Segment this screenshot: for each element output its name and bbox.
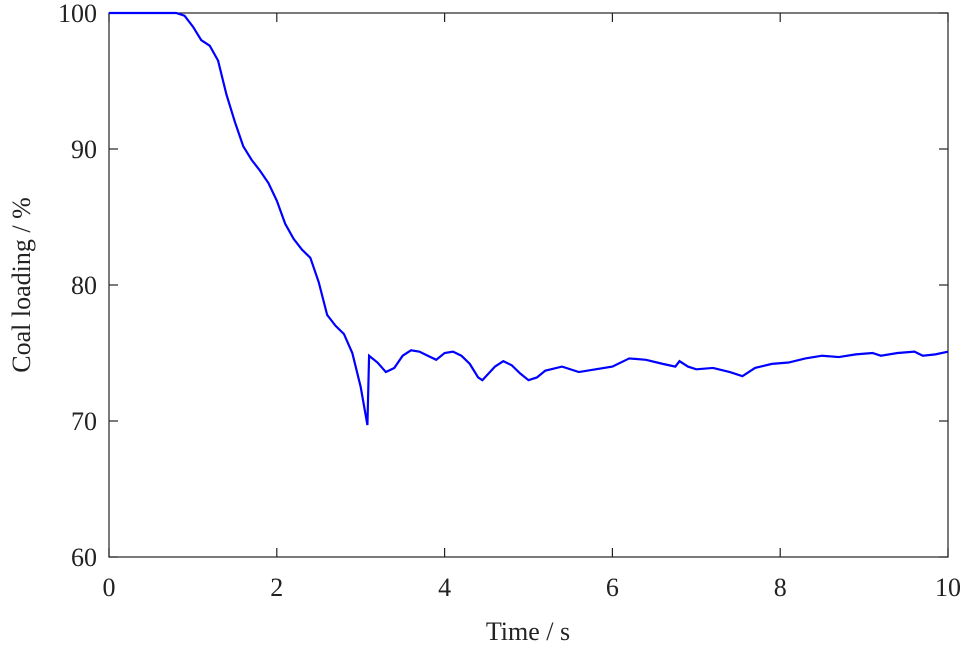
y-tick-label: 80	[71, 271, 97, 300]
plot-frame	[108, 12, 949, 558]
y-axis-label: Coal loading / %	[7, 197, 36, 372]
y-tick-label: 90	[71, 135, 97, 164]
x-tick-label: 0	[103, 573, 116, 602]
y-tick-label: 70	[71, 407, 97, 436]
x-tick-label: 6	[606, 573, 619, 602]
x-axis-label: Time / s	[486, 617, 570, 646]
x-tick-label: 4	[438, 573, 451, 602]
y-tick-label: 60	[71, 543, 97, 572]
x-tick-label: 2	[270, 573, 283, 602]
data-line	[109, 11, 949, 426]
y-tick-label: 100	[58, 0, 97, 28]
x-tick-label: 8	[774, 573, 787, 602]
x-tick-label: 10	[935, 573, 961, 602]
